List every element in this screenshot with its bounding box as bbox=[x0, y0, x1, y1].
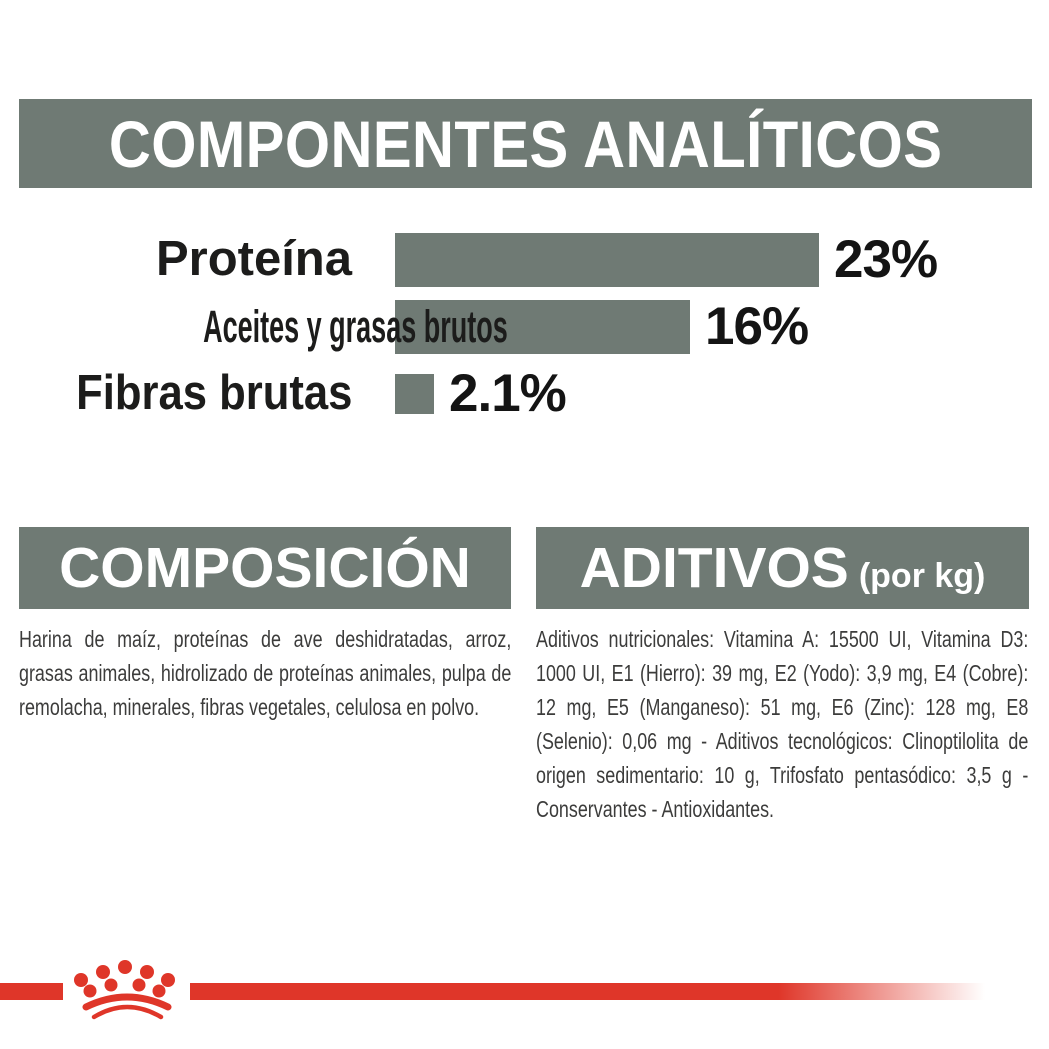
red-divider-line-right bbox=[190, 983, 985, 1000]
chart-label-fibre: Fibras brutas bbox=[75, 366, 352, 420]
chart-label-protein: Proteína bbox=[155, 232, 352, 286]
chart-value-fats: 16% bbox=[705, 297, 809, 356]
chart-bar-fats bbox=[395, 299, 690, 354]
chart-row-fibre: Fibras brutas 2.1% bbox=[0, 360, 1049, 427]
chart-value-fibre: 2.1% bbox=[449, 364, 567, 423]
additives-body: Aditivos nutricionales: Vitamina A: 1550… bbox=[536, 626, 1029, 822]
composition-section: COMPOSICIÓN Harina de maíz, proteínas de… bbox=[19, 527, 511, 724]
analytical-components-chart: Proteína 23% Aceites y grasas brutos 16%… bbox=[0, 226, 1049, 427]
composition-header: COMPOSICIÓN bbox=[19, 527, 511, 609]
additives-title: ADITIVOS bbox=[579, 536, 849, 600]
chart-row-protein: Proteína 23% bbox=[0, 226, 1049, 293]
composition-body: Harina de maíz, proteínas de ave deshidr… bbox=[19, 626, 512, 720]
chart-bar-fibre bbox=[395, 373, 434, 414]
chart-value-protein: 23% bbox=[834, 230, 938, 289]
additives-section: ADITIVOS (por kg) Aditivos nutricionales:… bbox=[536, 527, 1029, 826]
analytical-components-header: COMPONENTES ANALÍTICOS bbox=[19, 99, 1032, 188]
red-divider-line-left bbox=[0, 983, 63, 1000]
additives-header: ADITIVOS (por kg) bbox=[536, 527, 1029, 609]
royal-canin-crown-logo bbox=[74, 960, 175, 1020]
additives-unit-note: (por kg) bbox=[858, 557, 986, 595]
chart-row-fats: Aceites y grasas brutos 16% bbox=[0, 293, 1049, 360]
chart-bar-protein bbox=[395, 232, 819, 287]
chart-label-fats: Aceites y grasas brutos bbox=[203, 301, 508, 352]
composition-title: COMPOSICIÓN bbox=[59, 536, 471, 600]
analytical-components-title: COMPONENTES ANALÍTICOS bbox=[108, 106, 943, 181]
